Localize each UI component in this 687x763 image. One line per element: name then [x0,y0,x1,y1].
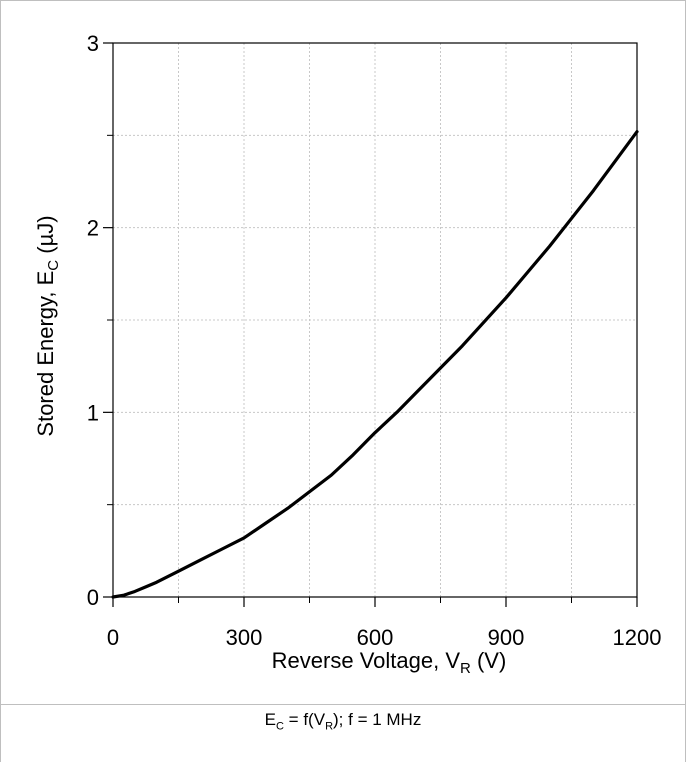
x-tick-label: 0 [107,625,119,650]
x-tick-label: 300 [226,625,263,650]
tick-labels: 0 300 600 900 1200 0 1 2 3 [87,31,662,650]
grid [113,43,637,597]
y-tick-label: 1 [87,400,99,425]
chart-caption: EC = f(VR); f = 1 MHz [264,710,422,733]
x-tick-label: 900 [488,625,525,650]
y-axis-label: Stored Energy, EC (µJ) [33,215,62,436]
frame-left-border [0,0,1,762]
minor-ticks [107,134,572,603]
x-tick-label: 1200 [613,625,662,650]
frame-divider [0,704,686,705]
y-tick-label: 2 [87,216,99,241]
x-axis-label: Reverse Voltage, VR (V) [272,648,507,677]
y-tick-label: 0 [87,585,99,610]
y-tick-label: 3 [87,31,99,56]
chart: 0 300 600 900 1200 0 1 2 3 Reverse Voltage, VR (… [33,31,662,677]
frame-right-border [685,0,686,762]
major-ticks [103,42,638,607]
frame-top-border [0,0,686,1]
x-tick-label: 600 [357,625,394,650]
series-line [111,130,639,599]
